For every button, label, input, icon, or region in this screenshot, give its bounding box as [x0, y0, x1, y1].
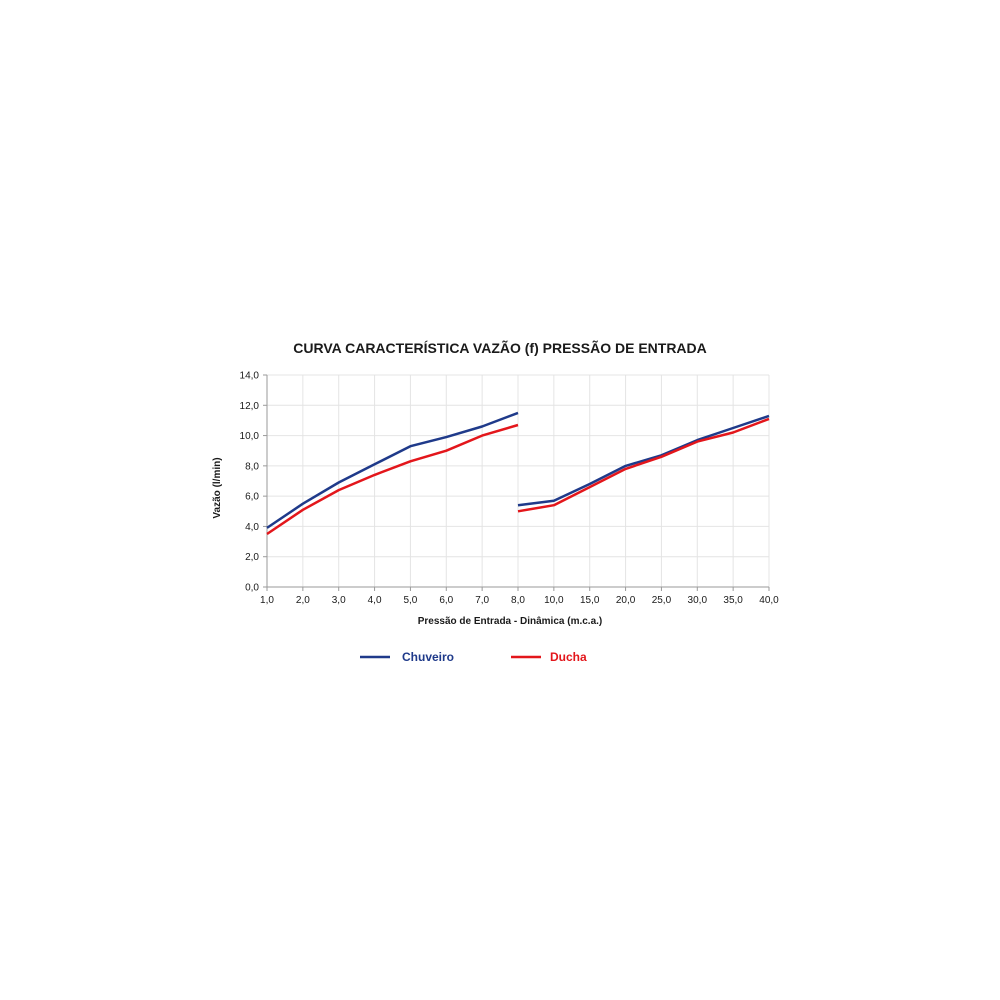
- x-tick-label: 1,0: [260, 595, 274, 606]
- x-tick-label: 15,0: [580, 595, 600, 606]
- legend-label-ducha: Ducha: [550, 650, 587, 664]
- series-line-ducha: [266, 423, 519, 536]
- x-tick-label: 40,0: [759, 595, 779, 606]
- y-tick-label: 12,0: [240, 401, 260, 412]
- x-tick-label: 5,0: [403, 595, 417, 606]
- x-tick-labels: 1,0 2,0 3,0 4,0 5,0 6,0 7,0 8,0 10,0 15,0 20,0 25,0…: [260, 595, 779, 606]
- x-tick-label: 2,0: [296, 595, 310, 606]
- axes: [263, 374, 770, 591]
- x-tick-label: 3,0: [332, 595, 346, 606]
- x-tick-label: 6,0: [439, 595, 453, 606]
- y-tick-label: 6,0: [245, 492, 259, 503]
- y-tick-label: 10,0: [240, 431, 260, 442]
- x-tick-label: 25,0: [652, 595, 672, 606]
- grid: [267, 374, 770, 587]
- y-tick-label: 2,0: [245, 552, 259, 563]
- series-line-ducha: [517, 417, 770, 513]
- y-tick-label: 4,0: [245, 522, 259, 533]
- legend-label-chuveiro: Chuveiro: [402, 650, 454, 664]
- y-tick-label: 8,0: [245, 461, 259, 472]
- x-tick-label: 7,0: [475, 595, 489, 606]
- x-tick-label: 4,0: [368, 595, 382, 606]
- x-tick-label: 30,0: [688, 595, 708, 606]
- x-tick-label: 35,0: [723, 595, 743, 606]
- y-tick-labels: 0,0 2,0 4,0 6,0 8,0 10,0 12,0 14,0: [240, 371, 260, 594]
- legend: Chuveiro Ducha: [360, 650, 587, 664]
- series-line-chuveiro: [517, 414, 770, 507]
- x-tick-label: 10,0: [544, 595, 564, 606]
- y-axis-title: Vazão (l/min): [212, 457, 223, 518]
- y-tick-label: 14,0: [240, 371, 260, 382]
- series-line-chuveiro: [266, 411, 519, 529]
- x-axis-title: Pressão de Entrada - Dinâmica (m.c.a.): [418, 616, 603, 627]
- y-tick-label: 0,0: [245, 583, 259, 594]
- x-tick-label: 20,0: [616, 595, 636, 606]
- x-tick-label: 8,0: [511, 595, 525, 606]
- series-lines: [266, 411, 770, 536]
- chart-title: CURVA CARACTERÍSTICA VAZÃO (f) PRESSÃO D…: [293, 340, 707, 356]
